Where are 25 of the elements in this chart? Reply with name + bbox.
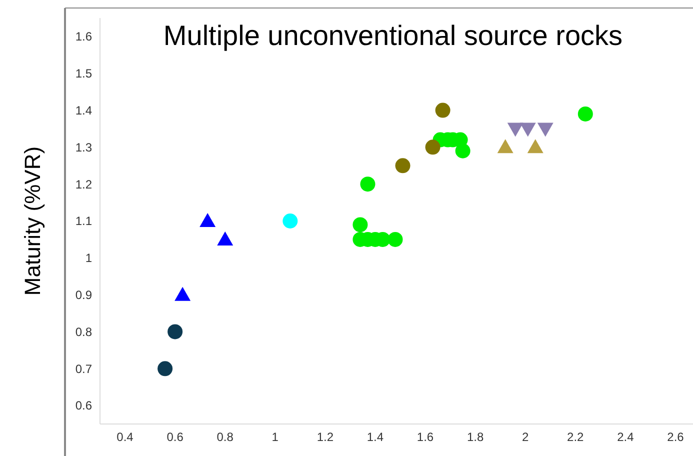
x-tick-label: 0.4	[116, 430, 134, 444]
x-tick-label: 0.8	[216, 430, 234, 444]
y-axis-title: Maturity (%VR)	[20, 146, 45, 296]
x-tick-label: 1.8	[466, 430, 484, 444]
x-tick-label: 2.4	[617, 430, 634, 444]
y-tick-label: 1.3	[75, 140, 92, 154]
x-tick-label: 1.4	[366, 430, 384, 444]
x-tick-label: 0.6	[166, 430, 184, 444]
x-tick-label: 1.6	[416, 430, 434, 444]
x-tick-label: 2.2	[567, 430, 584, 444]
y-tick-label: 1.6	[75, 30, 92, 44]
y-tick-label: 1.1	[75, 214, 92, 228]
y-tick-label: 1	[85, 251, 92, 266]
y-tick-label: 0.7	[75, 362, 92, 376]
y-tick-label: 1.2	[75, 177, 92, 192]
x-tick-label: 1.2	[316, 430, 334, 444]
x-tick-label: 2	[522, 430, 530, 444]
y-tick-label: 0.9	[75, 288, 92, 302]
x-tick-label: 1	[272, 430, 279, 444]
y-tick-label: 1.4	[75, 103, 92, 118]
x-tick-label: 2.6	[667, 430, 684, 444]
y-tick-label: 0.6	[75, 398, 92, 413]
y-tick-label: 1.5	[75, 66, 92, 81]
y-tick-label: 0.8	[75, 324, 92, 339]
chart-title: Multiple unconventional source rocks	[163, 20, 623, 51]
